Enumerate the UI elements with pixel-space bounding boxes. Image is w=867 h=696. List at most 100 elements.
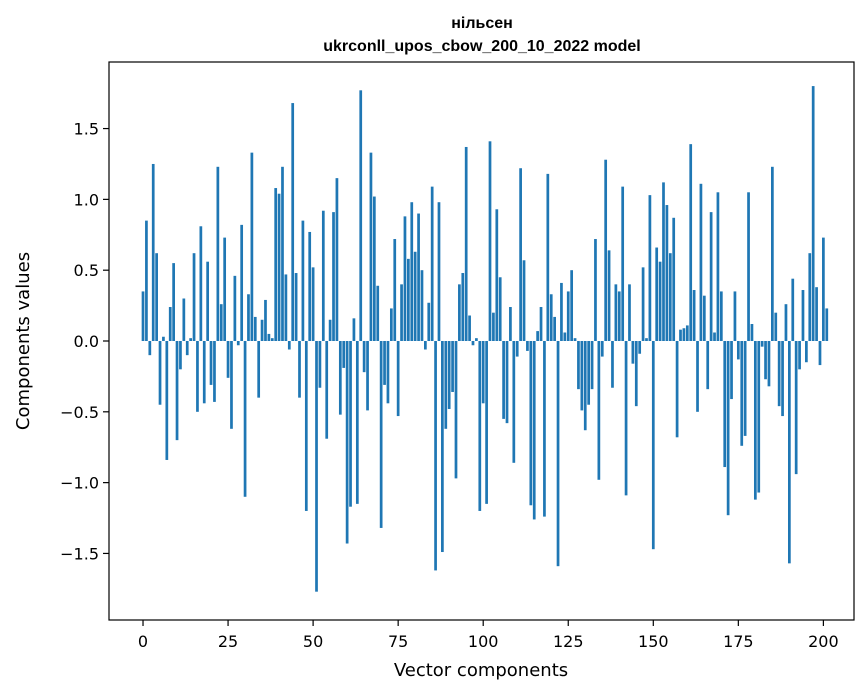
bar: [709, 212, 713, 341]
bar: [281, 166, 284, 341]
y-tick-label: 1.0: [74, 190, 99, 209]
bar: [182, 298, 186, 341]
bar: [240, 224, 244, 341]
bar: [566, 291, 570, 341]
bar: [461, 273, 465, 341]
bar: [692, 290, 696, 341]
x-axis-ticks: 0 25 50 75 100 125 150 175 200: [138, 620, 839, 651]
y-tick-label: −1.0: [60, 474, 99, 493]
y-axis-ticks: −1.5 −1.0 −0.5 0.0 0.5 1.0 1.5: [60, 120, 109, 563]
bar: [777, 341, 781, 407]
bar: [335, 178, 339, 341]
bar: [475, 338, 478, 341]
bar: [655, 247, 659, 341]
bar: [196, 341, 199, 412]
bar: [468, 315, 471, 341]
x-tick-label: 200: [808, 632, 839, 651]
x-tick-label: 100: [468, 632, 499, 651]
x-axis-title: Vector components: [394, 660, 568, 681]
bar: [298, 341, 301, 398]
bar: [301, 220, 305, 341]
bar: [287, 341, 291, 350]
bar: [628, 284, 631, 341]
bar: [624, 341, 628, 496]
chart-title-line1: нільсен: [451, 15, 513, 32]
bar: [328, 319, 332, 341]
bar: [430, 186, 434, 341]
bar: [267, 333, 271, 341]
bar-series: [141, 86, 829, 592]
bar: [304, 341, 308, 511]
bar: [332, 212, 335, 341]
bar: [175, 341, 179, 441]
bar: [662, 182, 665, 341]
bar: [172, 263, 175, 341]
bar: [750, 324, 754, 341]
bar: [199, 226, 203, 341]
bar: [417, 213, 420, 341]
bar: [250, 152, 254, 341]
bar: [376, 285, 380, 341]
bar: [764, 341, 767, 380]
bar: [590, 341, 594, 390]
bar: [736, 341, 740, 360]
bar: [185, 341, 189, 356]
x-tick-label: 0: [138, 632, 148, 651]
bar: [168, 307, 172, 341]
bar: [679, 329, 682, 341]
bar: [600, 341, 604, 357]
bar: [162, 336, 165, 341]
bar: [502, 341, 505, 419]
bar: [315, 341, 318, 592]
bar: [699, 183, 703, 341]
bar: [825, 308, 829, 341]
bar: [413, 251, 417, 341]
bar: [519, 168, 522, 341]
bar: [549, 294, 553, 341]
bar: [553, 316, 556, 341]
bar: [716, 192, 720, 341]
bar: [158, 341, 162, 405]
bar: [372, 196, 376, 341]
bar: [798, 341, 801, 370]
bar: [689, 144, 693, 341]
bar: [447, 341, 451, 409]
bar: [512, 341, 516, 463]
bar: [597, 341, 601, 480]
bar: [546, 173, 550, 341]
bar: [638, 341, 642, 354]
bar: [349, 341, 352, 507]
bar: [614, 284, 618, 341]
x-tick-label: 50: [303, 632, 323, 651]
bar: [645, 338, 648, 341]
bar: [216, 166, 220, 341]
bar: [529, 341, 533, 506]
bar: [604, 159, 608, 341]
bar: [389, 308, 393, 341]
bar: [308, 231, 312, 341]
bar: [580, 341, 584, 411]
bar: [441, 341, 444, 553]
bar: [713, 332, 716, 341]
bar: [383, 341, 386, 385]
bar: [648, 195, 652, 341]
bar: [270, 338, 274, 341]
bar: [165, 341, 169, 460]
bar: [318, 341, 322, 388]
bar: [743, 341, 747, 436]
bar: [410, 202, 414, 341]
bar: [488, 141, 492, 341]
bar: [179, 341, 182, 370]
bar: [362, 341, 366, 373]
y-tick-label: 0.5: [74, 261, 99, 280]
bar: [753, 341, 757, 500]
bar: [611, 341, 614, 388]
x-tick-label: 125: [553, 632, 584, 651]
bar: [192, 253, 196, 341]
bar: [434, 341, 437, 571]
bar: [672, 217, 676, 341]
bar: [396, 341, 400, 417]
bar: [781, 341, 784, 417]
